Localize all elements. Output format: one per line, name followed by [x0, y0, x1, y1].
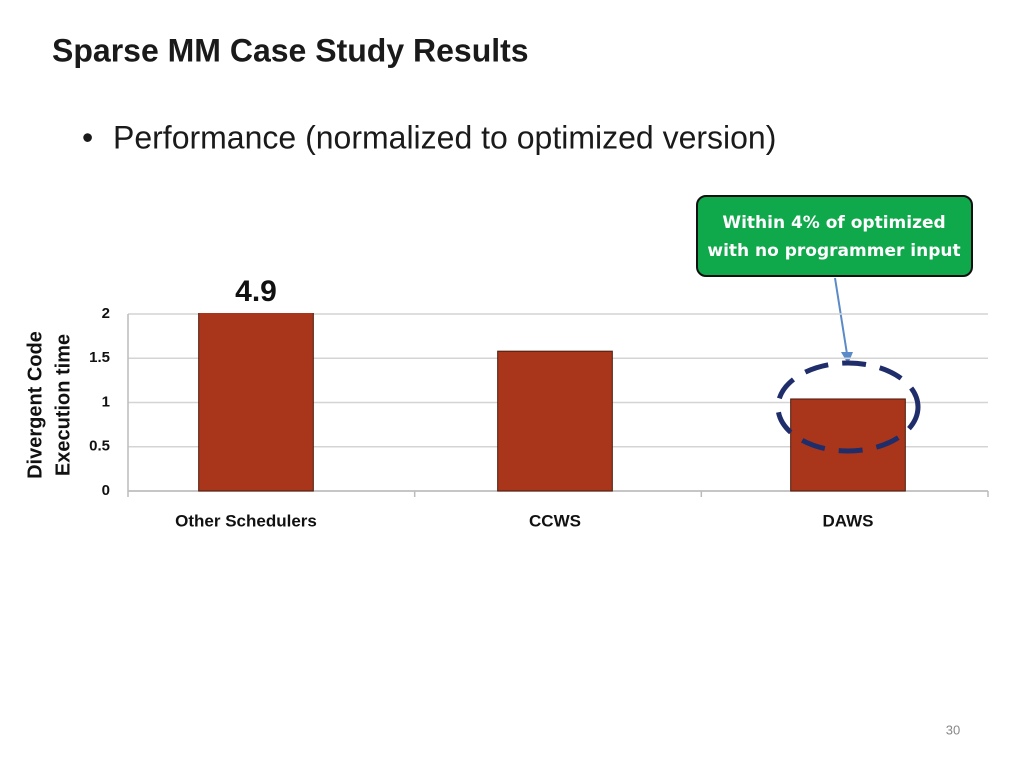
x-tick-label: CCWS: [529, 511, 581, 530]
highlight-ellipse: [775, 360, 921, 454]
y-axis-label: Execution time: [52, 334, 74, 476]
y-tick-label: 0.5: [89, 438, 110, 455]
callout-text: with no programmer input: [707, 241, 960, 261]
bars: [198, 313, 906, 492]
callout-box: [696, 195, 973, 277]
x-tick-label: Other Schedulers: [175, 511, 317, 530]
bullet-text: Performance (normalized to optimized ver…: [113, 119, 776, 155]
value-label: 4.9: [235, 275, 277, 308]
bullet-dot: •: [82, 119, 93, 155]
slide-title: Sparse MM Case Study Results: [52, 32, 529, 68]
y-tick-label: 1: [102, 393, 110, 410]
callout-arrow: [834, 277, 848, 355]
bar: [198, 313, 314, 492]
y-tick-label: 0: [102, 482, 110, 499]
y-axis-label: Divergent Code: [24, 331, 46, 479]
page-number: 30: [946, 722, 960, 737]
bar: [497, 350, 613, 492]
y-tick-label: 2: [102, 305, 110, 322]
x-tick-label: DAWS: [823, 511, 874, 530]
callout-text: Within 4% of optimized: [722, 213, 945, 233]
plot: 0 0.5 1 1.5 2 Divergent Code Execution time Oth…: [24, 275, 989, 530]
y-tick-label: 1.5: [89, 349, 110, 366]
